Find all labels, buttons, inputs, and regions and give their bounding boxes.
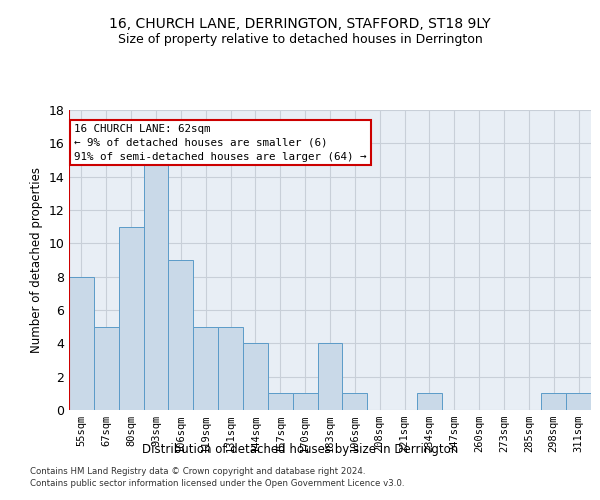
- Bar: [119, 226, 143, 410]
- Bar: [293, 394, 317, 410]
- Bar: [343, 394, 367, 410]
- Bar: [94, 326, 119, 410]
- Bar: [243, 344, 268, 410]
- Text: 16 CHURCH LANE: 62sqm
← 9% of detached houses are smaller (6)
91% of semi-detach: 16 CHURCH LANE: 62sqm ← 9% of detached h…: [74, 124, 367, 162]
- Bar: [268, 394, 293, 410]
- Text: Distribution of detached houses by size in Derrington: Distribution of detached houses by size …: [142, 442, 458, 456]
- Text: Contains public sector information licensed under the Open Government Licence v3: Contains public sector information licen…: [30, 478, 404, 488]
- Bar: [218, 326, 243, 410]
- Bar: [143, 160, 169, 410]
- Text: Size of property relative to detached houses in Derrington: Size of property relative to detached ho…: [118, 32, 482, 46]
- Bar: [566, 394, 591, 410]
- Y-axis label: Number of detached properties: Number of detached properties: [30, 167, 43, 353]
- Bar: [69, 276, 94, 410]
- Bar: [541, 394, 566, 410]
- Bar: [169, 260, 193, 410]
- Bar: [193, 326, 218, 410]
- Bar: [317, 344, 343, 410]
- Text: Contains HM Land Registry data © Crown copyright and database right 2024.: Contains HM Land Registry data © Crown c…: [30, 467, 365, 476]
- Text: 16, CHURCH LANE, DERRINGTON, STAFFORD, ST18 9LY: 16, CHURCH LANE, DERRINGTON, STAFFORD, S…: [109, 18, 491, 32]
- Bar: [417, 394, 442, 410]
